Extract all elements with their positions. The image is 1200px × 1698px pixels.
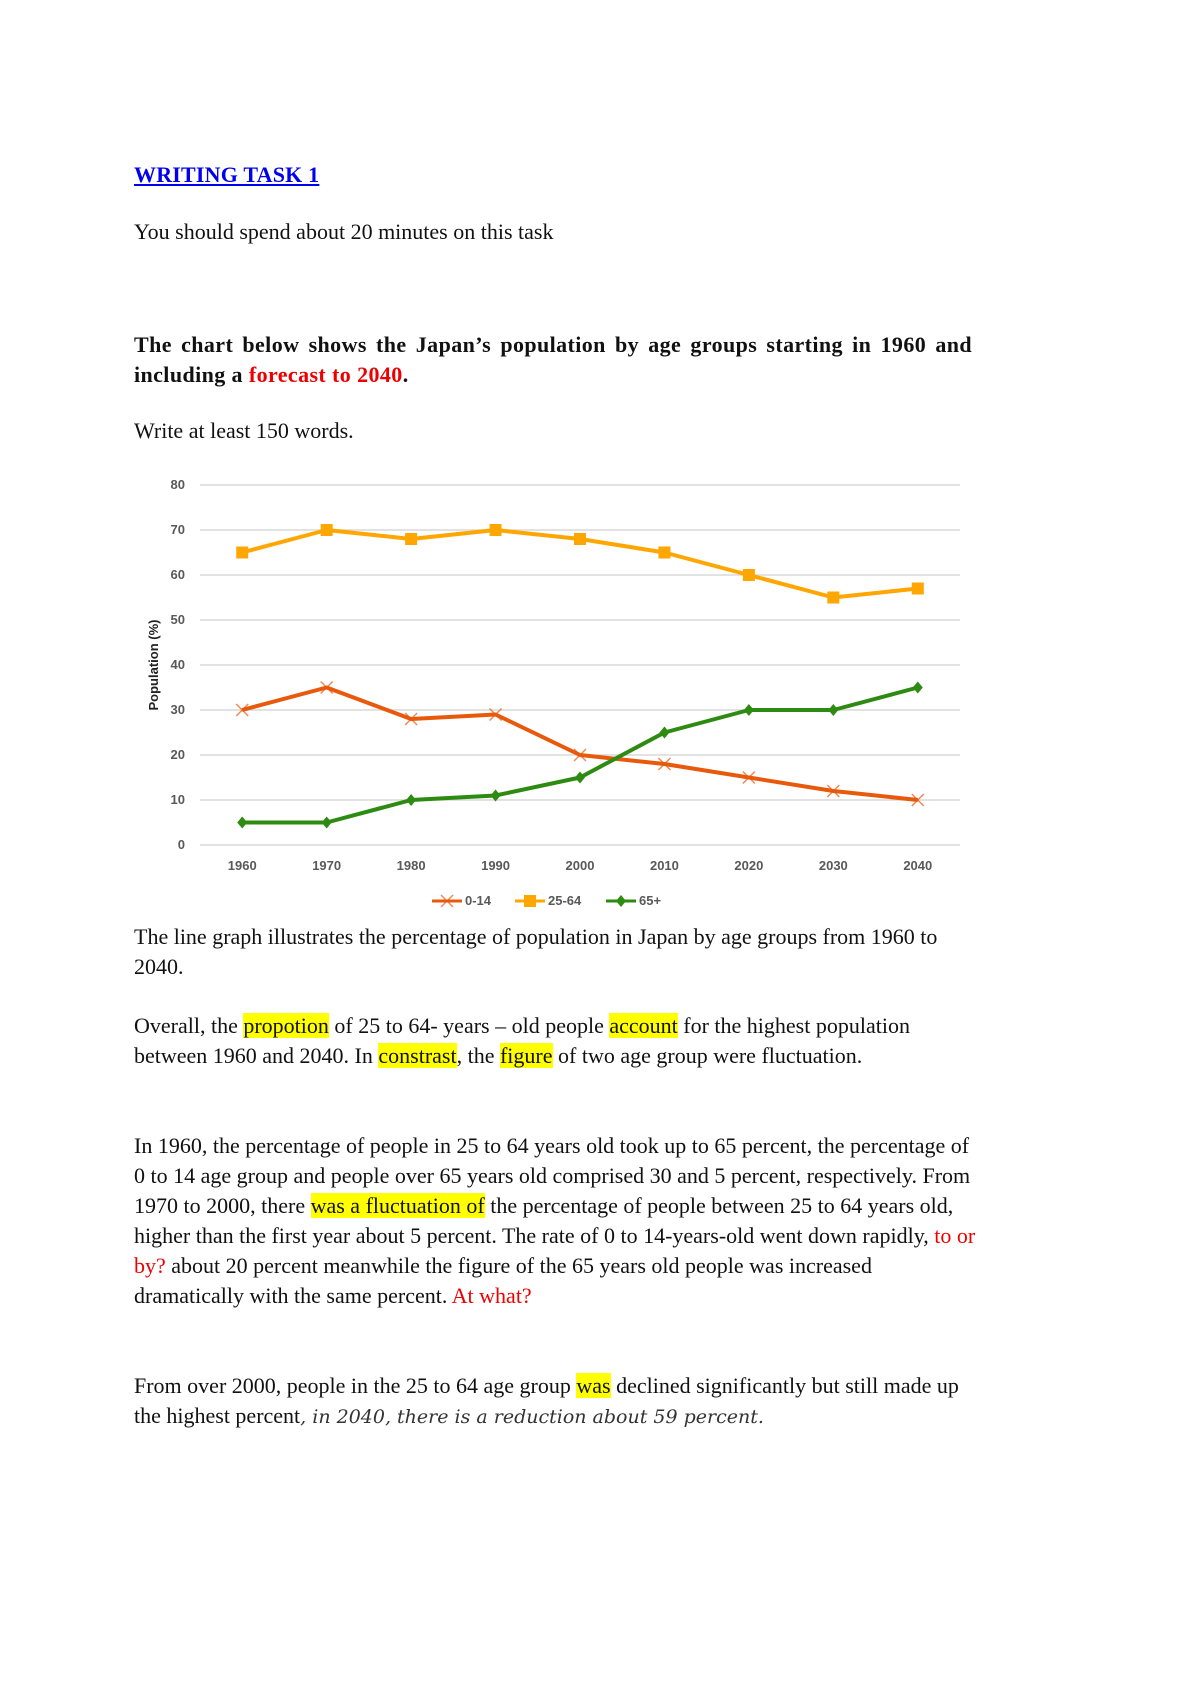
population-line-chart: 0 10 20 30 40 50 60 70 80 Population (%) 1960 1970 1… xyxy=(140,470,980,920)
legend-item: 65+ xyxy=(606,893,661,908)
review-comment: to or by? xyxy=(134,1223,976,1278)
x-tick-label: 1970 xyxy=(312,858,341,873)
x-tick-label: 2000 xyxy=(566,858,595,873)
legend-label: 25-64 xyxy=(548,893,582,908)
paragraph-text: for the highest population between 1960 … xyxy=(134,1013,910,1068)
legend-item: 25-64 xyxy=(515,893,582,908)
legend-label: 0-14 xyxy=(465,893,492,908)
highlighted-phrase: was xyxy=(576,1373,611,1398)
y-tick-label: 30 xyxy=(171,702,185,717)
task-prompt: The chart below shows the Japan’s popula… xyxy=(134,330,972,390)
y-tick-label: 80 xyxy=(171,477,185,492)
series-25-64 xyxy=(236,524,924,604)
paragraph-text: of 25 to 64- years – old people xyxy=(328,1013,610,1038)
highlighted-phrase: propotion xyxy=(243,1013,329,1038)
y-tick-label: 70 xyxy=(171,522,185,537)
y-tick-label: 10 xyxy=(171,792,185,807)
x-tick-label: 2020 xyxy=(734,858,763,873)
y-tick-label: 60 xyxy=(171,567,185,582)
word-requirement: Write at least 150 words. xyxy=(134,418,354,443)
x-tick-label: 1960 xyxy=(228,858,257,873)
essay-paragraph-1: The line graph illustrates the percentag… xyxy=(134,924,938,979)
highlighted-phrase: figure xyxy=(499,1043,553,1068)
paragraph-text: the percentage of people between 25 to 6… xyxy=(134,1193,954,1248)
review-comment: At what? xyxy=(451,1283,532,1308)
italic-phrase: , in 2040, there is a reduction about 59… xyxy=(300,1406,764,1428)
prompt-text: The chart below shows the Japan’s popula… xyxy=(134,332,972,387)
paragraph-text: , the xyxy=(456,1043,500,1068)
y-axis-label: Population (%) xyxy=(146,620,161,711)
series-0-14 xyxy=(235,680,925,807)
x-tick-label: 1990 xyxy=(481,858,510,873)
prompt-period: . xyxy=(402,362,409,387)
essay-paragraph-4: From over 2000, people in the 25 to 64 a… xyxy=(134,1371,984,1432)
paragraph-text: about 20 percent meanwhile the figure of… xyxy=(134,1253,872,1308)
paragraph-text: Overall, the xyxy=(134,1013,244,1038)
task-instruction: You should spend about 20 minutes on thi… xyxy=(134,219,554,244)
highlighted-phrase: was a fluctuation of xyxy=(310,1193,485,1218)
highlighted-phrase: constrast xyxy=(378,1043,457,1068)
x-tick-label: 2010 xyxy=(650,858,679,873)
x-tick-label: 2040 xyxy=(903,858,932,873)
y-tick-label: 40 xyxy=(171,657,185,672)
series-65+ xyxy=(237,681,923,829)
essay-paragraph-2: Overall, the propotion of 25 to 64- year… xyxy=(134,1011,984,1071)
y-tick-label: 0 xyxy=(178,837,185,852)
paragraph-text: From over 2000, people in the 25 to 64 a… xyxy=(134,1373,577,1398)
legend-item: 0-14 xyxy=(432,893,492,908)
x-tick-label: 1980 xyxy=(397,858,426,873)
legend-label: 65+ xyxy=(639,893,661,908)
page-title[interactable]: WRITING TASK 1 xyxy=(134,162,320,187)
essay-paragraph-3: In 1960, the percentage of people in 25 … xyxy=(134,1131,984,1311)
paragraph-text: declined significantly but still made up… xyxy=(134,1373,959,1428)
chart-legend: 0-14 25-64 65+ xyxy=(432,893,661,908)
y-tick-label: 50 xyxy=(171,612,185,627)
paragraph-text: of two age group were fluctuation. xyxy=(552,1043,863,1068)
highlighted-phrase: account xyxy=(609,1013,678,1038)
paragraph-text: In 1960, the percentage of people in 25 … xyxy=(134,1133,971,1218)
prompt-forecast-highlight: forecast to 2040 xyxy=(248,362,403,387)
x-tick-label: 2030 xyxy=(819,858,848,873)
y-tick-label: 20 xyxy=(171,747,185,762)
